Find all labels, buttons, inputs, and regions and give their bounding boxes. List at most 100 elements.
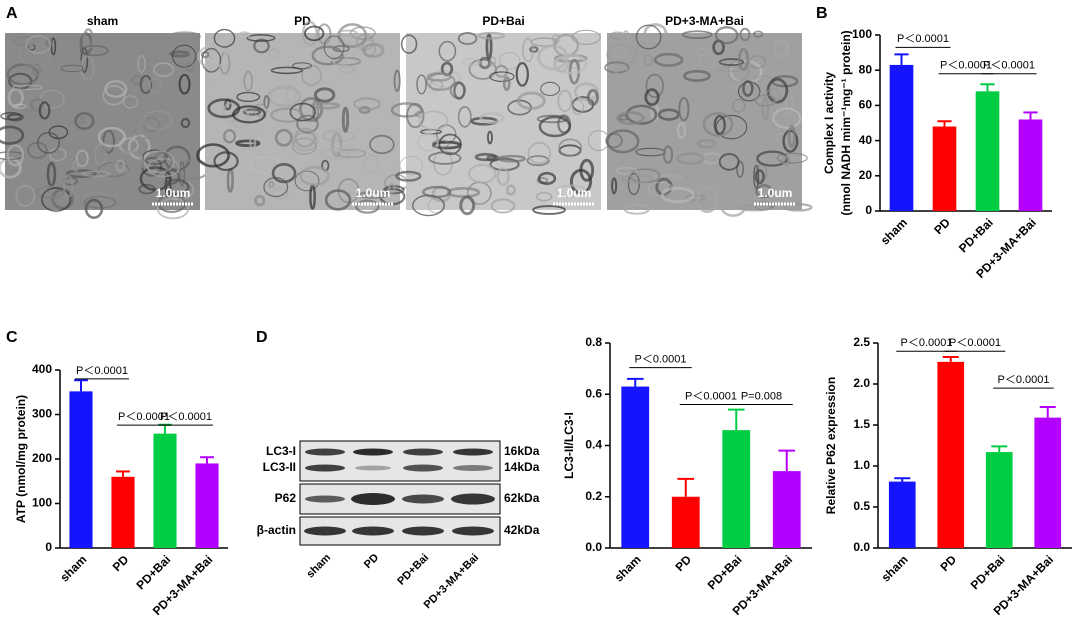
texture [12,103,27,109]
blot-size-label: 16kDa [504,444,540,458]
texture [102,129,115,154]
micrograph [390,29,610,217]
x-tick-label: PD+Bai [968,552,1008,592]
texture [395,170,422,182]
texture [696,138,717,149]
texture [428,151,462,165]
texture [285,84,297,103]
texture [739,27,751,42]
x-tick-label: sham [878,215,910,247]
texture [102,85,126,106]
texture [529,46,539,53]
texture [304,25,325,42]
texture [243,70,253,92]
texture [169,50,190,58]
texture [179,161,185,187]
texture [438,40,457,62]
texture [537,171,557,185]
texture [139,74,153,95]
texture [25,35,52,54]
texture [497,154,526,163]
significance-label: P＜0.0001 [160,411,212,423]
micrograph-title: sham [87,14,118,28]
y-tick-label: 0.4 [585,438,602,452]
texture [213,151,239,172]
band [304,526,346,536]
bar [772,471,801,548]
y-axis-label: LC3-II/LC3-I [562,412,576,479]
band [305,464,345,472]
texture [490,198,516,214]
y-tick-label: 0.0 [853,540,870,554]
x-tick-label: sham [57,552,89,584]
texture [41,187,72,212]
texture [15,184,36,207]
texture [270,66,303,75]
texture [271,162,297,184]
texture [0,125,25,145]
band [452,526,494,536]
band [403,464,443,472]
texture [97,126,126,148]
x-tick-label: PD+Bai [705,552,745,592]
texture [112,150,145,174]
texture [268,48,279,59]
texture [498,51,521,70]
texture [461,57,481,67]
texture [83,196,117,209]
band [352,526,394,536]
bar [722,430,751,548]
texture [75,149,89,168]
texture [702,112,734,137]
texture [681,30,713,39]
texture [526,155,550,167]
y-tick-label: 200 [32,451,52,465]
y-tick-label: 0.6 [585,386,602,400]
texture [355,199,380,214]
x-tick-label: PD [110,552,132,574]
texture [331,51,348,67]
texture [341,106,350,133]
band [353,448,393,456]
y-tick-label: 2.0 [853,376,870,390]
texture [331,131,343,158]
texture [82,28,95,50]
micrograph [196,20,409,214]
texture [505,184,516,196]
scale-bar-label: 1.0um [557,186,592,200]
texture [615,166,638,175]
texture [79,54,96,82]
texture [438,133,462,156]
texture [294,170,320,192]
texture [417,132,439,152]
texture [79,45,109,57]
bar [1018,119,1043,211]
texture [243,108,262,116]
bar [937,361,965,548]
texture [253,103,268,117]
texture [123,95,139,109]
texture [715,114,748,140]
texture [606,129,640,154]
texture [612,46,627,58]
texture [522,37,534,63]
texture [291,137,317,155]
texture [737,47,750,71]
texture [137,55,146,73]
texture [274,128,293,147]
blot-frame [299,440,501,482]
y-axis-label: ATP (nmol/mg protein) [14,395,28,523]
y-tick-label: 100 [32,496,52,510]
texture [180,117,191,129]
texture [196,143,230,168]
texture [753,30,764,38]
texture [474,152,497,162]
texture [6,113,24,122]
texture [301,20,318,47]
texture [627,172,640,196]
texture [635,147,666,157]
texture [164,178,190,196]
texture [683,69,711,82]
blot-size-label: 42kDa [504,523,540,537]
